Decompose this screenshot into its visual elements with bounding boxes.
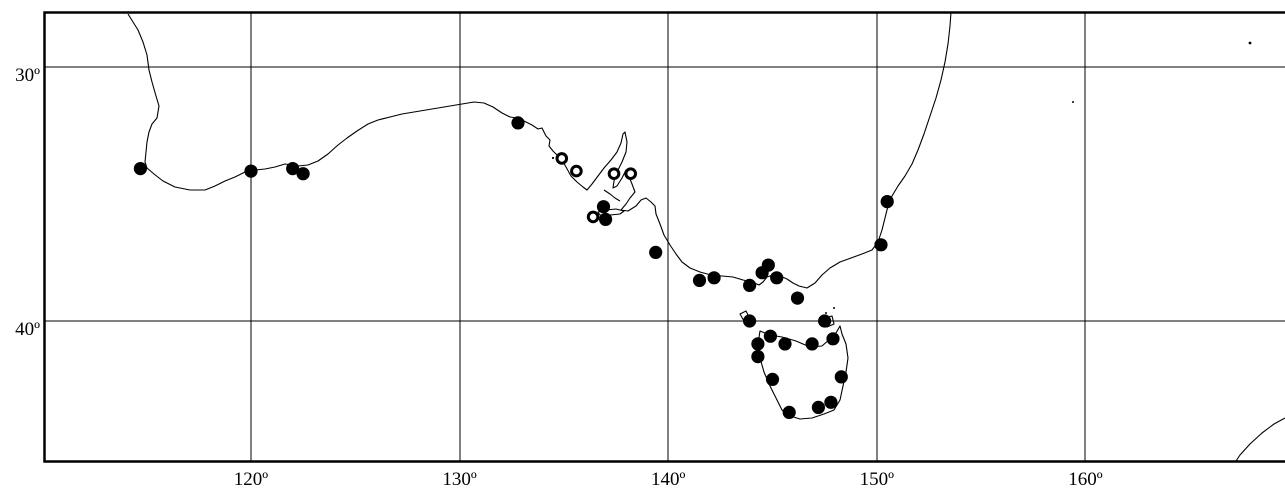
record-markers — [133, 116, 894, 419]
record-marker-filled — [778, 337, 792, 351]
map-frame — [43, 11, 1285, 463]
graticule — [44, 12, 1285, 461]
new-zealand-coastline — [1235, 417, 1285, 462]
record-marker-filled — [599, 212, 613, 226]
record-marker-open — [570, 164, 583, 178]
y-tick-label: 40º — [15, 319, 40, 340]
island-speck — [551, 156, 555, 160]
record-marker-open — [624, 167, 638, 180]
island-speck — [833, 307, 835, 309]
record-marker-filled — [751, 350, 765, 364]
record-marker-filled — [511, 116, 525, 130]
record-marker-filled — [782, 405, 796, 419]
island-speck — [1248, 41, 1252, 45]
gulf-inner-shore — [603, 189, 621, 202]
record-marker-filled — [874, 238, 888, 252]
record-marker-filled — [743, 278, 757, 292]
record-marker-filled — [834, 370, 848, 384]
record-marker-filled — [133, 162, 147, 176]
record-marker-filled — [880, 195, 894, 209]
record-marker-filled — [296, 167, 310, 181]
record-marker-filled — [649, 245, 663, 259]
record-marker-open — [607, 167, 621, 180]
record-marker-filled — [743, 314, 757, 328]
record-marker-filled — [770, 271, 784, 285]
record-marker-filled — [763, 329, 778, 343]
x-tick-label: 120º — [234, 469, 269, 490]
x-tick-label: 140º — [651, 469, 686, 490]
record-marker-filled — [790, 291, 805, 305]
record-marker-open — [586, 210, 600, 224]
record-marker-filled — [811, 400, 826, 414]
record-marker-filled — [805, 337, 819, 351]
record-marker-filled — [692, 273, 707, 287]
record-marker-filled — [244, 164, 258, 178]
axis-labels: 120º 130º 140º 150º 160º 30º 40º — [15, 65, 1103, 490]
x-tick-label: 150º — [860, 469, 895, 490]
coastline — [127, 11, 1285, 462]
record-marker-filled — [761, 258, 775, 272]
offshore-specks — [551, 41, 1252, 314]
x-tick-label: 160º — [1068, 469, 1103, 490]
record-marker-filled — [765, 372, 780, 386]
mainland-coastline — [127, 11, 952, 289]
record-marker-open — [555, 152, 569, 165]
record-marker-filled — [818, 314, 832, 328]
record-marker-filled — [596, 200, 611, 214]
record-marker-filled — [824, 395, 838, 409]
record-marker-filled — [751, 337, 765, 351]
island-speck — [1072, 101, 1074, 103]
record-marker-filled — [826, 332, 840, 346]
x-tick-label: 130º — [442, 469, 477, 490]
y-tick-label: 30º — [15, 65, 40, 86]
record-marker-filled — [707, 271, 721, 285]
island-speck — [825, 312, 827, 314]
record-marker-filled — [286, 162, 300, 176]
